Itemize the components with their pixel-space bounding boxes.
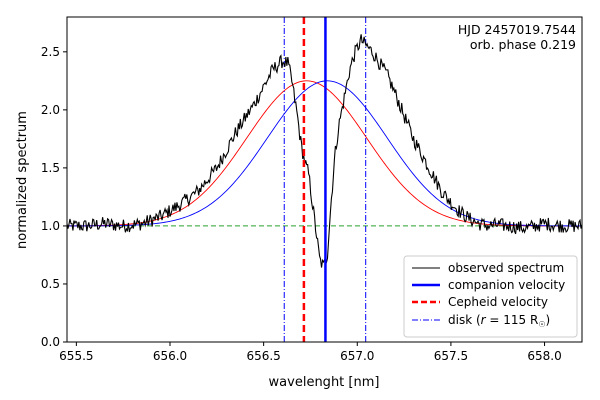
y-tick-label: 1.5 <box>41 161 60 175</box>
legend-disk-label: disk (r = 115 R☉) <box>448 313 550 329</box>
legend: observed spectrum companion velocity Cep… <box>403 255 578 338</box>
y-tick-label: 2.5 <box>41 45 60 59</box>
plot-frame <box>66 16 583 343</box>
y-tick-label: 1.0 <box>41 219 60 233</box>
y-axis-label: normalized spectrum <box>15 111 30 249</box>
x-tick-label: 655.5 <box>59 349 93 363</box>
x-tick-label: 656.0 <box>153 349 187 363</box>
y-axis: 0.0 0.5 1.0 1.5 2.0 2.5 <box>41 45 67 349</box>
x-axis: 655.5 656.0 656.5 657.0 657.5 658.0 <box>59 342 562 363</box>
x-tick-label: 658.0 <box>527 349 561 363</box>
legend-observed-label: observed spectrum <box>448 261 564 275</box>
legend-cepheid-label: Cepheid velocity <box>448 295 548 309</box>
legend-companion-label: companion velocity <box>448 278 565 292</box>
hjd-annotation: HJD 2457019.7544 <box>458 22 576 37</box>
x-tick-label: 656.5 <box>246 349 280 363</box>
y-tick-label: 2.0 <box>41 103 60 117</box>
orbital-phase-annotation: orb. phase 0.219 <box>470 37 576 52</box>
x-axis-label: wavelenght [nm] <box>269 375 380 390</box>
x-tick-label: 657.5 <box>434 349 468 363</box>
y-tick-label: 0.0 <box>41 335 60 349</box>
legend-box <box>403 255 578 338</box>
x-tick-label: 657.0 <box>340 349 374 363</box>
y-tick-label: 0.5 <box>41 277 60 291</box>
